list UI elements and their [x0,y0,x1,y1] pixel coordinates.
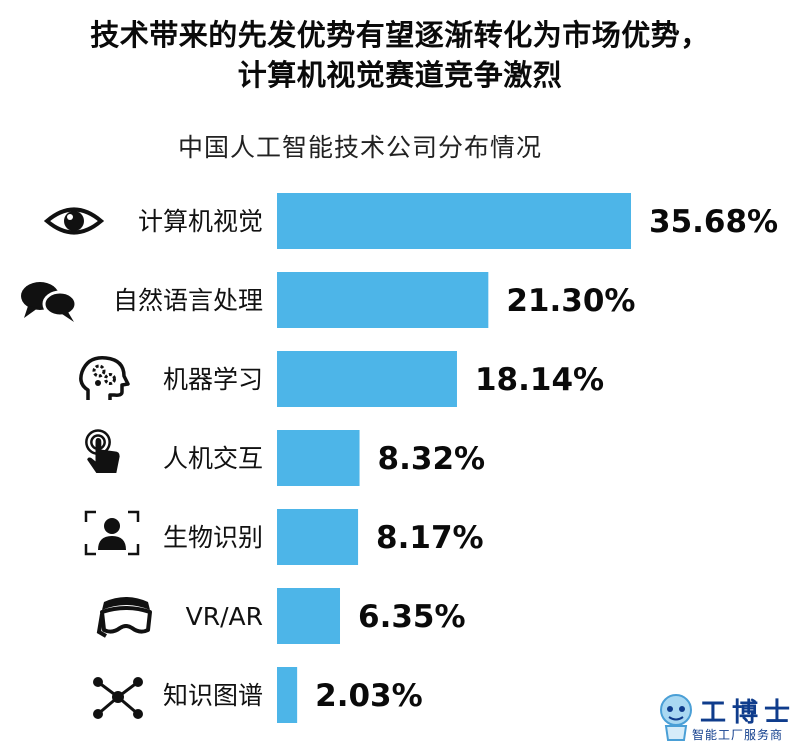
category-label: 生物识别 [163,523,263,552]
headline-line-2: 计算机视觉赛道竞争激烈 [237,58,563,92]
vr-headset-icon [96,592,156,642]
bar-4 [277,509,359,565]
category-label: 机器学习 [163,365,263,394]
bar-2 [277,351,457,407]
watermark-subtitle: 智能工厂服务商 [692,728,784,742]
value-label: 35.68% [649,204,778,240]
value-label: 2.03% [315,678,423,714]
headline-line-1: 技术带来的先发优势有望逐渐转化为市场优势， [90,18,710,52]
bar-1 [277,272,489,328]
bar-5 [277,588,341,644]
bar-0 [277,193,631,249]
bar-3 [277,430,360,486]
touch-hand-icon [78,428,138,478]
category-label: 知识图谱 [163,681,263,710]
value-label: 18.14% [475,362,604,398]
category-label: 人机交互 [163,444,263,473]
speech-bubbles-icon [18,276,78,326]
value-label: 8.17% [376,520,484,556]
robot-mascot-icon [660,694,692,741]
watermark-logo: 工博士 智能工厂服务商 [656,690,796,745]
category-label: 计算机视觉 [138,207,263,236]
value-label: 8.32% [378,441,486,477]
watermark-title: 工博士 [700,698,797,728]
category-label: VR/AR [186,602,263,631]
chart-title: 中国人工智能技术公司分布情况 [177,133,542,162]
category-label: 自然语言处理 [113,286,263,315]
bar-6 [277,667,298,723]
eye-icon [43,196,105,246]
brain-gears-icon [74,354,134,404]
face-scan-icon [82,508,142,558]
network-nodes-icon [88,672,148,722]
value-label: 6.35% [358,599,466,635]
value-label: 21.30% [506,283,635,319]
